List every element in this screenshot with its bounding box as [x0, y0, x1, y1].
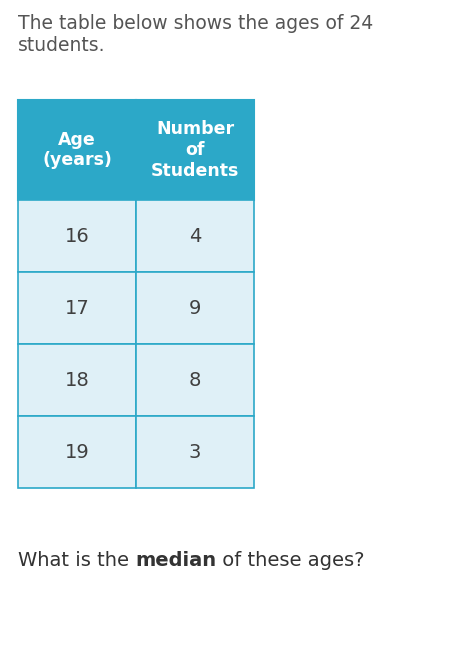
Text: 17: 17 — [64, 299, 90, 317]
Text: 3: 3 — [189, 442, 201, 462]
Text: 18: 18 — [64, 370, 90, 390]
Text: 4: 4 — [189, 227, 201, 245]
Text: The table below shows the ages of 24
students.: The table below shows the ages of 24 stu… — [18, 14, 373, 55]
Text: Age
(years): Age (years) — [42, 130, 112, 170]
Text: 9: 9 — [189, 299, 201, 317]
Text: 19: 19 — [64, 442, 90, 462]
Text: 16: 16 — [64, 227, 90, 245]
Text: 8: 8 — [189, 370, 201, 390]
Text: Number
of
Students: Number of Students — [151, 120, 239, 180]
Text: What is the: What is the — [18, 551, 135, 571]
Text: median: median — [135, 551, 216, 571]
Text: of these ages?: of these ages? — [216, 551, 365, 571]
